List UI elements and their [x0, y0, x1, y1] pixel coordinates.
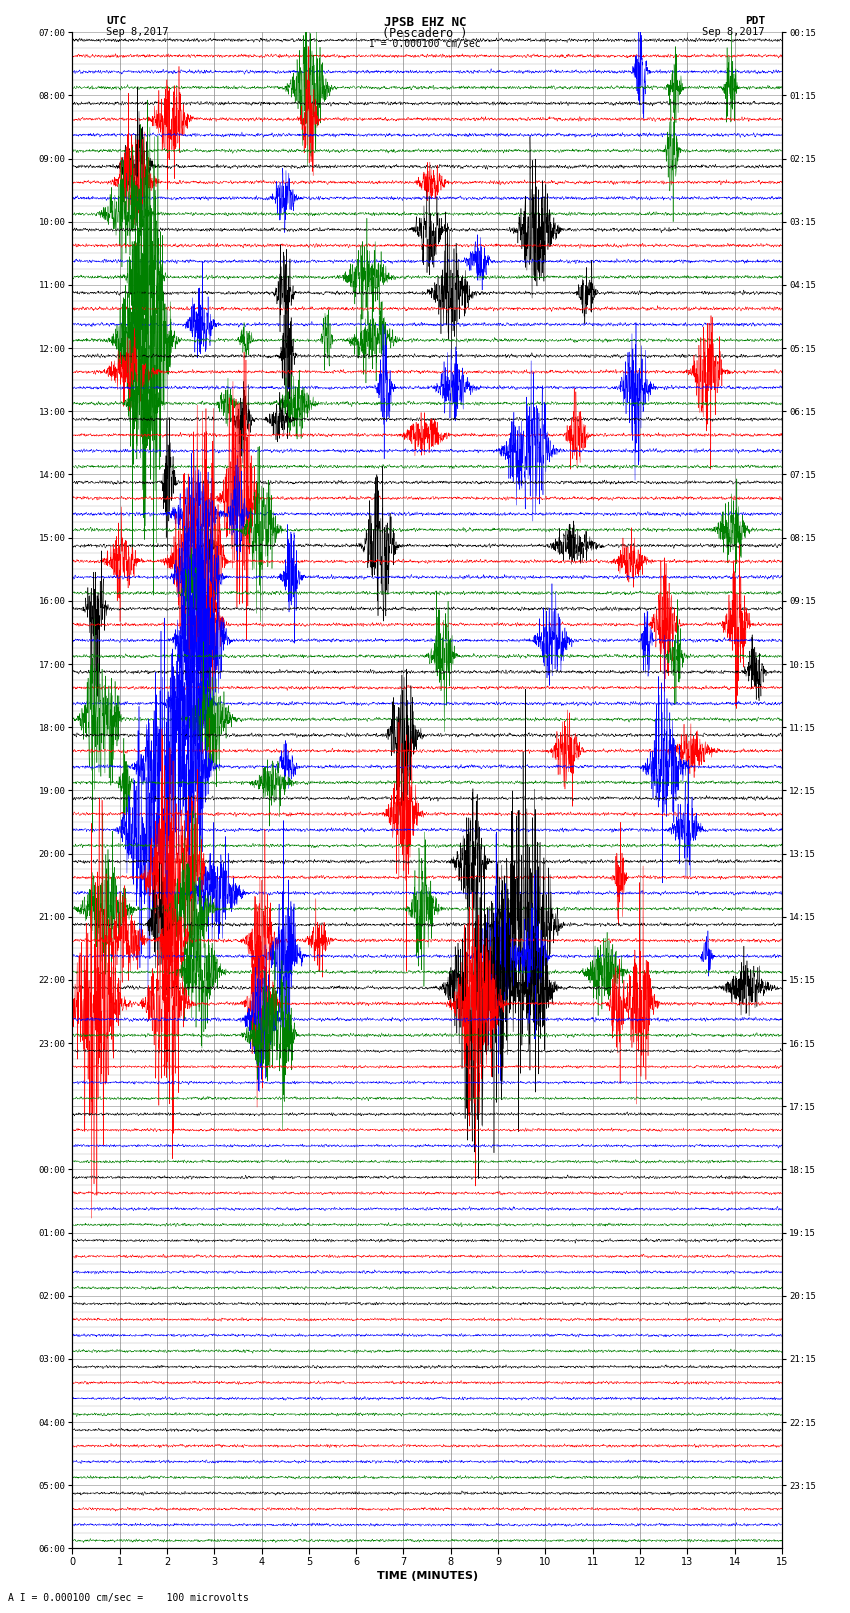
- Text: PDT: PDT: [745, 16, 765, 26]
- Text: Sep 8,2017: Sep 8,2017: [702, 27, 765, 37]
- Text: Sep 8,2017: Sep 8,2017: [106, 27, 169, 37]
- Text: (Pescadero ): (Pescadero ): [382, 27, 468, 40]
- Text: A I = 0.000100 cm/sec =    100 microvolts: A I = 0.000100 cm/sec = 100 microvolts: [8, 1594, 249, 1603]
- Text: JPSB EHZ NC: JPSB EHZ NC: [383, 16, 467, 29]
- X-axis label: TIME (MINUTES): TIME (MINUTES): [377, 1571, 478, 1581]
- Text: I = 0.000100 cm/sec: I = 0.000100 cm/sec: [369, 39, 481, 48]
- Text: UTC: UTC: [106, 16, 127, 26]
